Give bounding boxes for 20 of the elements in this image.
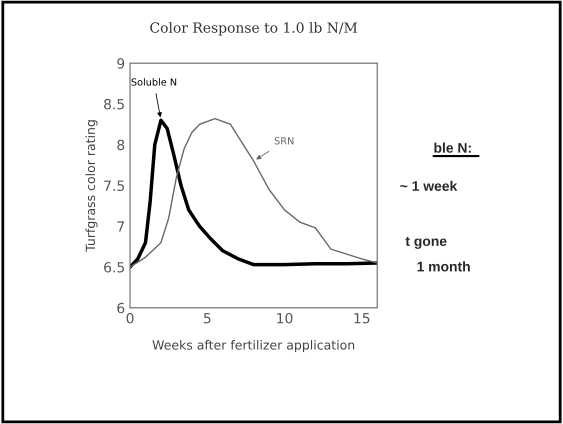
chart-title: Color Response to 1.0 lb N/M bbox=[150, 22, 358, 36]
y-tick-label: 9 bbox=[117, 58, 124, 69]
x-axis-title: Weeks after fertilizer application bbox=[152, 340, 354, 352]
y-tick-label: 7 bbox=[117, 221, 124, 232]
y-tick-label: 7.5 bbox=[104, 180, 124, 191]
y-tick-label: 8.5 bbox=[104, 98, 124, 110]
x-tick-label: 0 bbox=[126, 312, 134, 324]
text: t gone bbox=[406, 236, 447, 249]
text: ble N: bbox=[434, 142, 471, 153]
x-tick-label: 10 bbox=[277, 312, 292, 324]
text: Soluble N bbox=[132, 78, 176, 86]
x-tick-label: 15 bbox=[354, 313, 370, 324]
text: 1 month bbox=[417, 261, 470, 272]
y-tick-label: 6 bbox=[117, 302, 124, 314]
x-tick-label: 5 bbox=[204, 313, 210, 324]
text: ~ 1 week bbox=[400, 180, 458, 191]
y-tick-label: 6.5 bbox=[104, 262, 124, 273]
y-tick-label: 8 bbox=[117, 140, 124, 150]
y-axis-title: Turfgrass color rating bbox=[85, 120, 98, 252]
text: SRN bbox=[274, 137, 294, 145]
